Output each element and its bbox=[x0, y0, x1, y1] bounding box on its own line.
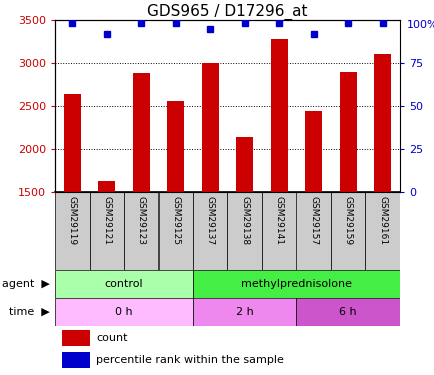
Bar bbox=[193, 298, 296, 326]
Text: GSM29161: GSM29161 bbox=[378, 196, 386, 245]
Bar bbox=[261, 192, 296, 270]
Text: time  ▶: time ▶ bbox=[9, 307, 50, 317]
Bar bbox=[63, 94, 81, 321]
Text: count: count bbox=[96, 333, 128, 344]
Bar bbox=[62, 330, 89, 346]
Text: GSM29138: GSM29138 bbox=[240, 196, 249, 245]
Text: GSM29123: GSM29123 bbox=[136, 196, 145, 245]
Bar bbox=[98, 181, 115, 321]
Bar bbox=[132, 74, 150, 321]
Bar bbox=[201, 63, 218, 321]
Bar bbox=[124, 192, 158, 270]
Text: methylprednisolone: methylprednisolone bbox=[240, 279, 351, 289]
Bar bbox=[330, 192, 365, 270]
Text: GSM29125: GSM29125 bbox=[171, 196, 180, 245]
Bar bbox=[62, 352, 89, 368]
Bar bbox=[365, 192, 399, 270]
Bar bbox=[236, 137, 253, 321]
Bar bbox=[167, 101, 184, 321]
Text: GSM29121: GSM29121 bbox=[102, 196, 111, 245]
Bar bbox=[89, 192, 124, 270]
Bar bbox=[296, 298, 399, 326]
Text: GSM29157: GSM29157 bbox=[309, 196, 318, 245]
Text: agent  ▶: agent ▶ bbox=[2, 279, 50, 289]
Text: GSM29137: GSM29137 bbox=[205, 196, 214, 245]
Text: control: control bbox=[105, 279, 143, 289]
Text: 6 h: 6 h bbox=[339, 307, 356, 317]
Bar bbox=[227, 192, 261, 270]
Text: GSM29119: GSM29119 bbox=[68, 196, 76, 245]
Bar bbox=[55, 192, 89, 270]
Text: 2 h: 2 h bbox=[235, 307, 253, 317]
Text: GSM29141: GSM29141 bbox=[274, 196, 283, 245]
Bar bbox=[55, 270, 193, 298]
Text: GSM29159: GSM29159 bbox=[343, 196, 352, 245]
Bar bbox=[55, 298, 193, 326]
Text: percentile rank within the sample: percentile rank within the sample bbox=[96, 356, 284, 365]
Title: GDS965 / D17296_at: GDS965 / D17296_at bbox=[147, 4, 307, 20]
Bar bbox=[296, 192, 330, 270]
Bar bbox=[270, 39, 287, 321]
Bar bbox=[304, 111, 322, 321]
Bar bbox=[158, 192, 193, 270]
Bar bbox=[339, 72, 356, 321]
Bar bbox=[193, 192, 227, 270]
Text: 100%: 100% bbox=[406, 20, 434, 30]
Bar bbox=[373, 54, 391, 321]
Text: 0 h: 0 h bbox=[115, 307, 132, 317]
Bar bbox=[193, 270, 399, 298]
